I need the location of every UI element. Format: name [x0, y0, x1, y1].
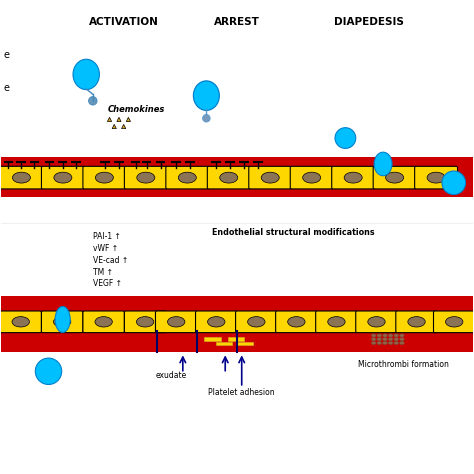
FancyBboxPatch shape: [434, 311, 474, 333]
FancyBboxPatch shape: [249, 166, 292, 189]
FancyBboxPatch shape: [83, 311, 124, 333]
Circle shape: [442, 171, 465, 195]
FancyBboxPatch shape: [236, 311, 277, 333]
FancyBboxPatch shape: [290, 166, 333, 189]
Text: vWF ↑: vWF ↑: [93, 244, 118, 253]
Polygon shape: [108, 117, 112, 121]
FancyBboxPatch shape: [0, 166, 43, 189]
FancyBboxPatch shape: [207, 166, 250, 189]
Bar: [216, 342, 232, 346]
Ellipse shape: [208, 317, 225, 327]
FancyBboxPatch shape: [83, 166, 126, 189]
Ellipse shape: [328, 317, 345, 327]
Ellipse shape: [12, 317, 29, 327]
Text: ACTIVATION: ACTIVATION: [89, 17, 159, 27]
FancyBboxPatch shape: [166, 166, 209, 189]
FancyBboxPatch shape: [373, 166, 416, 189]
Ellipse shape: [288, 317, 305, 327]
FancyBboxPatch shape: [196, 311, 237, 333]
Ellipse shape: [220, 172, 238, 183]
Ellipse shape: [371, 334, 376, 337]
Ellipse shape: [400, 341, 404, 345]
Ellipse shape: [446, 317, 463, 327]
FancyBboxPatch shape: [124, 311, 166, 333]
Ellipse shape: [377, 337, 382, 341]
Circle shape: [335, 128, 356, 148]
FancyBboxPatch shape: [276, 311, 317, 333]
Ellipse shape: [178, 172, 196, 183]
Bar: [1, 157, 473, 197]
Ellipse shape: [394, 334, 399, 337]
Ellipse shape: [371, 337, 376, 341]
Text: Endothelial structural modifications: Endothelial structural modifications: [212, 228, 375, 237]
Polygon shape: [117, 117, 121, 121]
FancyBboxPatch shape: [356, 311, 397, 333]
Ellipse shape: [394, 341, 399, 345]
Ellipse shape: [137, 172, 155, 183]
Ellipse shape: [400, 337, 404, 341]
Text: Platelet adhesion: Platelet adhesion: [209, 388, 275, 397]
Text: PAI-1 ↑: PAI-1 ↑: [93, 232, 121, 241]
Bar: [228, 337, 244, 341]
Text: TM ↑: TM ↑: [93, 268, 113, 277]
Ellipse shape: [400, 334, 404, 337]
Ellipse shape: [368, 317, 385, 327]
FancyBboxPatch shape: [155, 311, 197, 333]
Ellipse shape: [303, 172, 321, 183]
Ellipse shape: [55, 307, 70, 332]
Ellipse shape: [386, 172, 404, 183]
Ellipse shape: [95, 317, 112, 327]
Circle shape: [202, 115, 210, 122]
Ellipse shape: [193, 81, 219, 110]
Ellipse shape: [388, 341, 393, 345]
Ellipse shape: [383, 341, 387, 345]
Ellipse shape: [383, 337, 387, 341]
Text: exudate: exudate: [155, 371, 187, 380]
Ellipse shape: [54, 172, 72, 183]
Bar: [237, 342, 254, 346]
FancyBboxPatch shape: [396, 311, 438, 333]
Circle shape: [89, 97, 97, 105]
Text: VE-cad ↑: VE-cad ↑: [93, 256, 128, 265]
FancyBboxPatch shape: [41, 311, 83, 333]
Ellipse shape: [95, 172, 113, 183]
Ellipse shape: [344, 172, 362, 183]
Ellipse shape: [12, 172, 30, 183]
Text: Microthrombi formation: Microthrombi formation: [358, 360, 449, 369]
Circle shape: [36, 358, 62, 384]
FancyBboxPatch shape: [415, 166, 457, 189]
FancyBboxPatch shape: [124, 166, 167, 189]
Polygon shape: [126, 117, 130, 121]
Ellipse shape: [167, 317, 185, 327]
Bar: [204, 337, 220, 341]
Ellipse shape: [247, 317, 265, 327]
Ellipse shape: [394, 337, 399, 341]
Polygon shape: [112, 124, 117, 128]
Ellipse shape: [427, 172, 445, 183]
Ellipse shape: [73, 59, 100, 90]
Text: Chemokines: Chemokines: [108, 105, 165, 114]
FancyBboxPatch shape: [41, 166, 84, 189]
Bar: [1, 296, 473, 353]
Ellipse shape: [54, 317, 71, 327]
Ellipse shape: [377, 341, 382, 345]
FancyBboxPatch shape: [316, 311, 357, 333]
Ellipse shape: [388, 337, 393, 341]
Text: ARREST: ARREST: [214, 17, 260, 27]
Text: e: e: [4, 50, 10, 60]
Ellipse shape: [408, 317, 425, 327]
Ellipse shape: [137, 317, 154, 327]
Polygon shape: [121, 124, 126, 128]
Ellipse shape: [374, 152, 392, 176]
Ellipse shape: [261, 172, 279, 183]
FancyBboxPatch shape: [332, 166, 374, 189]
Ellipse shape: [388, 334, 393, 337]
Text: DIAPEDESIS: DIAPEDESIS: [334, 17, 404, 27]
Text: VEGF ↑: VEGF ↑: [93, 280, 122, 289]
Ellipse shape: [377, 334, 382, 337]
Ellipse shape: [371, 341, 376, 345]
Ellipse shape: [383, 334, 387, 337]
FancyBboxPatch shape: [0, 311, 41, 333]
Text: e: e: [4, 83, 10, 93]
